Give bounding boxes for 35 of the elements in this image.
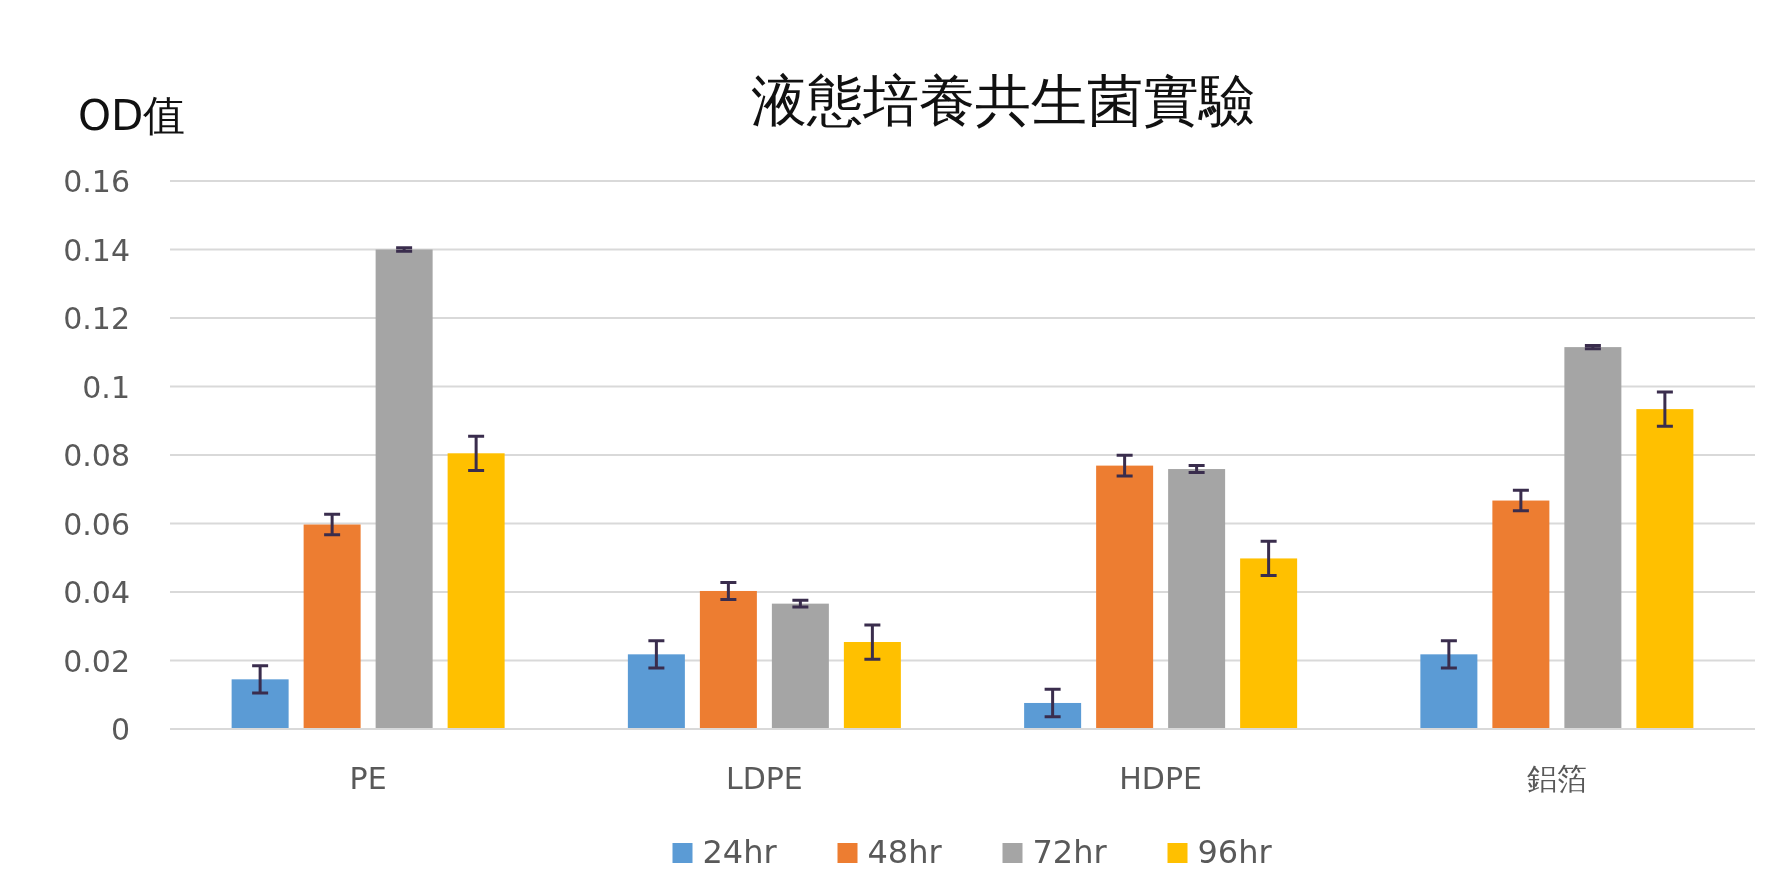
y-tick-label: 0.04 [63, 575, 130, 610]
y-tick-label: 0 [110, 712, 130, 747]
x-tick-label: LDPE [725, 761, 803, 796]
bar [1636, 409, 1694, 729]
chart-title: 液態培養共生菌實驗 [750, 68, 1255, 133]
bar [627, 654, 685, 729]
y-axis-title: OD值 [78, 91, 186, 140]
bar [447, 453, 505, 729]
bar [303, 524, 361, 729]
legend-label: 72hr [1032, 833, 1108, 871]
bar [1240, 558, 1298, 729]
x-tick-label: PE [349, 761, 387, 796]
bar [1024, 702, 1082, 729]
bar [1564, 347, 1622, 729]
bar [699, 590, 757, 729]
y-tick-label: 0.16 [63, 164, 130, 199]
y-tick-label: 0.06 [63, 506, 130, 542]
bar [1096, 465, 1154, 729]
bar [1168, 469, 1226, 729]
y-tick-label: 0.12 [63, 301, 130, 336]
bar [231, 679, 289, 729]
bar [843, 642, 901, 729]
x-tick-label: HDPE [1119, 761, 1202, 796]
bar [1420, 654, 1478, 729]
legend-label: 48hr [867, 833, 943, 871]
legend-label: 24hr [702, 833, 778, 871]
bar [771, 603, 829, 729]
y-tick-label: 0.08 [63, 438, 130, 473]
y-tick-label: 0.02 [63, 643, 130, 679]
x-tick-label: 鋁箔 [1526, 761, 1587, 796]
bar [1492, 500, 1550, 729]
y-tick-label: 0.14 [63, 232, 130, 268]
bar [375, 249, 433, 729]
legend-label: 96hr [1197, 833, 1273, 871]
y-tick-label: 0.1 [82, 369, 130, 405]
